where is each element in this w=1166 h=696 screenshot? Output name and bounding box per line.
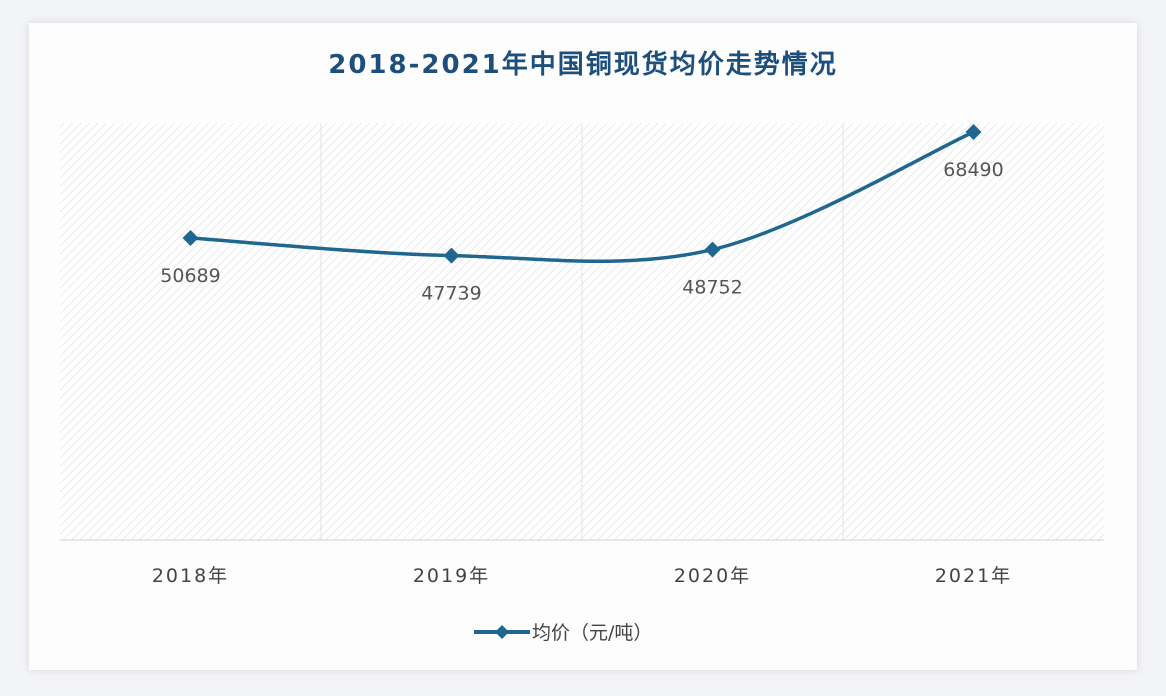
- data-point-marker: [704, 241, 721, 258]
- data-label: 48752: [682, 277, 742, 299]
- data-label: 68490: [943, 159, 1003, 181]
- legend: 均价（元/吨）: [472, 618, 652, 645]
- data-label: 50689: [160, 265, 220, 287]
- legend-label: 均价（元/吨）: [532, 622, 653, 644]
- data-label: 47739: [421, 283, 481, 305]
- x-tick-label: 2021年: [935, 565, 1012, 587]
- x-tick-label: 2020年: [674, 565, 751, 587]
- x-tick-label: 2019年: [413, 565, 490, 587]
- x-tick-label: 2018年: [152, 565, 229, 587]
- chart-title: 2018-2021年中国铜现货均价走势情况: [328, 50, 838, 80]
- data-point-marker: [443, 247, 460, 264]
- legend-line-diamond-icon: [474, 624, 530, 639]
- series-line: [190, 130, 975, 263]
- data-point-marker: [182, 230, 199, 247]
- data-point-marker: [965, 123, 982, 140]
